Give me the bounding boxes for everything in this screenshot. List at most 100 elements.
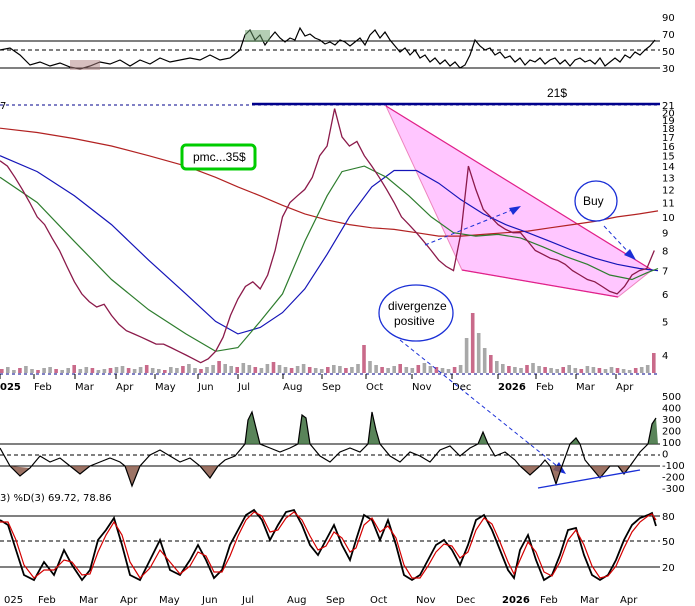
volume-bar (96, 370, 101, 373)
volume-bar (398, 364, 402, 373)
volume-bar (404, 367, 409, 373)
volume-bar (36, 370, 40, 373)
volume-bar (295, 366, 300, 373)
volume-bar (90, 368, 95, 373)
rsi-panel-bg (0, 0, 660, 94)
stoch-month-label-1: Feb (38, 595, 56, 606)
stoch-month-label-15: Apr (620, 595, 638, 606)
divergence-arrow-up (424, 207, 518, 246)
volume-bar (271, 362, 276, 373)
volume-bar (181, 366, 185, 373)
price-tick-21: 21 (662, 101, 675, 112)
month-label-5: Jun (197, 382, 214, 393)
month-label-11: Dec (452, 382, 471, 393)
volume-bar (108, 368, 113, 373)
cci-tick-400: 400 (662, 404, 681, 415)
cci-tick--200: -200 (662, 473, 685, 484)
volume-bar (470, 313, 475, 373)
price-tick-7: 7 (662, 267, 668, 278)
volume-bar (350, 367, 354, 373)
volume-bar (609, 367, 614, 373)
volume-bar (344, 368, 348, 373)
volume-bar (277, 365, 282, 373)
volume-bar (24, 366, 28, 373)
rsi-line (0, 26, 656, 70)
cci-line (0, 410, 657, 488)
volume-bar (428, 366, 433, 373)
volume-bar (301, 364, 306, 373)
price-tick-15: 15 (662, 152, 675, 163)
month-label-2: Mar (75, 382, 95, 393)
price-tick-16: 16 (662, 142, 675, 153)
volume-bar (585, 366, 590, 373)
volume-bar (72, 365, 76, 373)
volume-bar (169, 367, 173, 373)
volume-bar (603, 369, 608, 373)
volume-bar (591, 367, 596, 373)
ma-long-line (0, 127, 659, 237)
stoch-month-axis: 025 Feb Mar Apr May Jun Jul Aug Sep Oct Nov Dec 2026… (4, 595, 638, 606)
price-tick-5: 5 (662, 317, 668, 328)
stochastic-panel: 3) %D(3) 69.72, 78.86 80 50 20 025 Feb Mar Ap… (0, 493, 675, 606)
volume-bar (253, 367, 258, 373)
volume-bar (579, 369, 584, 373)
price-tick-9: 9 (662, 229, 668, 240)
volume-bar (144, 365, 149, 373)
stoch-month-label-10: Nov (416, 595, 436, 606)
month-label-10: Nov (412, 382, 432, 393)
volume-bar (452, 367, 457, 373)
volume-bar (229, 366, 233, 373)
top-left-axis-label: 7 (0, 101, 6, 112)
volume-bars (0, 313, 656, 373)
volume-bar (531, 363, 535, 373)
month-label-7: Aug (283, 382, 303, 393)
cci-tick-100: 100 (662, 438, 681, 449)
volume-bar (54, 369, 58, 373)
month-label-6: Jul (237, 382, 250, 393)
price-tick-20: 20 (662, 108, 675, 119)
month-label-12: 2026 (498, 382, 526, 393)
stoch-month-label-5: Jun (201, 595, 218, 606)
volume-bar (380, 367, 384, 373)
stoch-month-label-3: Apr (120, 595, 138, 606)
volume-bar (193, 368, 197, 373)
divergence-ellipse (378, 284, 454, 342)
volume-bar (458, 365, 463, 373)
pmc-box (180, 143, 257, 171)
volume-bar (223, 364, 227, 373)
month-label-0: 025 (0, 382, 21, 393)
ma-mid-line (0, 155, 659, 335)
volume-bar (446, 369, 451, 373)
stoch-month-label-12: 2026 (502, 595, 530, 606)
volume-bar (422, 363, 427, 373)
volume-bar (120, 366, 125, 373)
volume-bar (567, 365, 571, 373)
price-tick-18: 18 (662, 124, 675, 135)
cci-negative-fill (10, 466, 630, 486)
volume-bar (368, 361, 372, 373)
volume-bar (615, 368, 620, 373)
price-tick-11: 11 (662, 198, 675, 209)
volume-bar (356, 364, 360, 373)
volume-bar (205, 367, 209, 373)
volume-bar (247, 365, 252, 373)
month-axis: 025 Feb Mar Apr May Jun Jul Aug Sep Oct Nov Dec 2026… (0, 374, 634, 393)
volume-bar (549, 368, 553, 373)
volume-bar (102, 369, 107, 373)
wedge-upper-line (385, 105, 653, 271)
volume-bar (561, 367, 565, 373)
volume-bar (495, 361, 499, 373)
volume-bar (187, 364, 191, 373)
volume-bar (217, 361, 221, 373)
divergence-label-1: divergenze (388, 299, 447, 313)
rsi-oversold-fill (70, 60, 100, 70)
price-tick-14: 14 (662, 162, 675, 173)
volume-bar (639, 367, 644, 373)
volume-bar (464, 338, 469, 373)
volume-bar (60, 370, 64, 373)
volume-bar (362, 345, 366, 373)
volume-bar (597, 368, 602, 373)
